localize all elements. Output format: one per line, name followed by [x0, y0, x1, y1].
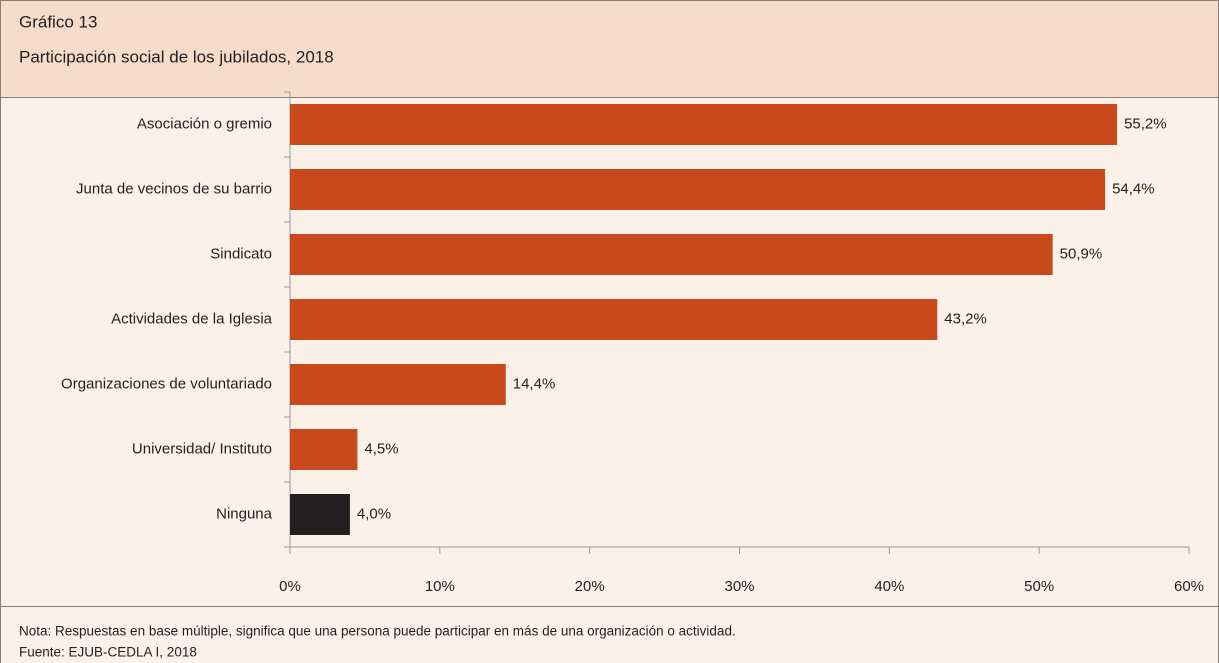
- value-label: 54,4%: [1112, 180, 1155, 197]
- value-label: 55,2%: [1124, 115, 1167, 132]
- x-tick-label: 30%: [724, 578, 754, 595]
- y-tick-label: Universidad/ Instituto: [132, 440, 272, 457]
- chart-heading: Gráfico 13: [19, 12, 97, 31]
- x-tick-label: 60%: [1174, 578, 1204, 595]
- header-box: [0, 0, 1219, 98]
- x-tick-label: 50%: [1024, 578, 1054, 595]
- y-tick-label: Sindicato: [210, 245, 272, 262]
- x-tick-label: 10%: [425, 578, 455, 595]
- bar: [290, 429, 358, 470]
- y-tick-label: Junta de vecinos de su barrio: [76, 180, 272, 197]
- note: Nota: Respuestas en base múltiple, signi…: [19, 624, 736, 639]
- value-label: 14,4%: [513, 375, 556, 392]
- y-tick-label: Asociación o gremio: [137, 115, 272, 132]
- bar: [290, 169, 1106, 210]
- value-label: 43,2%: [944, 310, 987, 327]
- bar: [290, 299, 938, 340]
- bar: [290, 234, 1053, 275]
- value-label: 4,0%: [357, 505, 391, 522]
- chart-title: Participación social de los jubilados, 2…: [19, 47, 334, 66]
- bar: [290, 104, 1118, 145]
- y-tick-label: Actividades de la Iglesia: [111, 310, 273, 327]
- x-tick-label: 0%: [279, 578, 301, 595]
- source: Fuente: EJUB-CEDLA I, 2018: [19, 645, 197, 660]
- bar: [290, 494, 350, 535]
- y-tick-label: Organizaciones de voluntariado: [61, 375, 272, 392]
- value-label: 50,9%: [1060, 245, 1103, 262]
- value-label: 4,5%: [364, 440, 398, 457]
- y-tick-label: Ninguna: [216, 505, 273, 522]
- x-tick-label: 40%: [874, 578, 904, 595]
- x-tick-label: 20%: [575, 578, 605, 595]
- bar: [290, 364, 506, 405]
